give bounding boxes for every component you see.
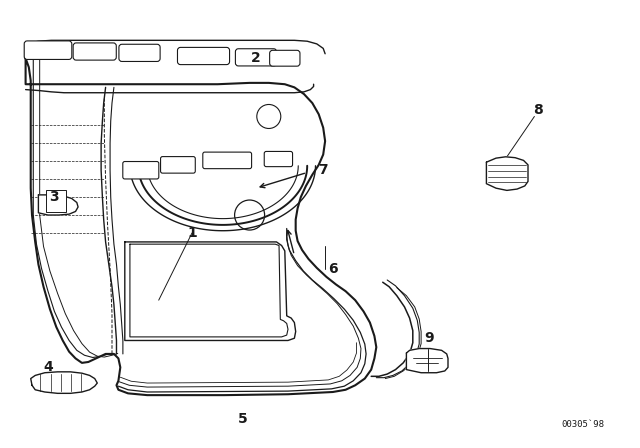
FancyBboxPatch shape xyxy=(24,41,72,60)
Polygon shape xyxy=(38,195,78,215)
Text: 9: 9 xyxy=(424,331,434,345)
Text: 3: 3 xyxy=(49,190,60,204)
Polygon shape xyxy=(31,372,97,393)
FancyBboxPatch shape xyxy=(264,151,292,167)
Text: 00305`98: 00305`98 xyxy=(562,420,605,429)
Text: 4: 4 xyxy=(43,360,53,375)
FancyBboxPatch shape xyxy=(236,49,276,66)
Text: 6: 6 xyxy=(328,262,338,276)
Text: 7: 7 xyxy=(318,163,328,177)
FancyBboxPatch shape xyxy=(177,47,230,65)
FancyBboxPatch shape xyxy=(123,162,159,179)
Polygon shape xyxy=(406,349,448,373)
FancyBboxPatch shape xyxy=(203,152,252,168)
Text: 1: 1 xyxy=(187,226,197,240)
FancyBboxPatch shape xyxy=(269,50,300,66)
Text: 8: 8 xyxy=(532,103,543,117)
FancyBboxPatch shape xyxy=(73,43,116,60)
FancyBboxPatch shape xyxy=(119,44,160,61)
FancyBboxPatch shape xyxy=(161,157,195,173)
FancyBboxPatch shape xyxy=(46,190,66,212)
Text: 5: 5 xyxy=(238,412,248,426)
Polygon shape xyxy=(486,157,528,190)
Text: 2: 2 xyxy=(251,51,261,65)
